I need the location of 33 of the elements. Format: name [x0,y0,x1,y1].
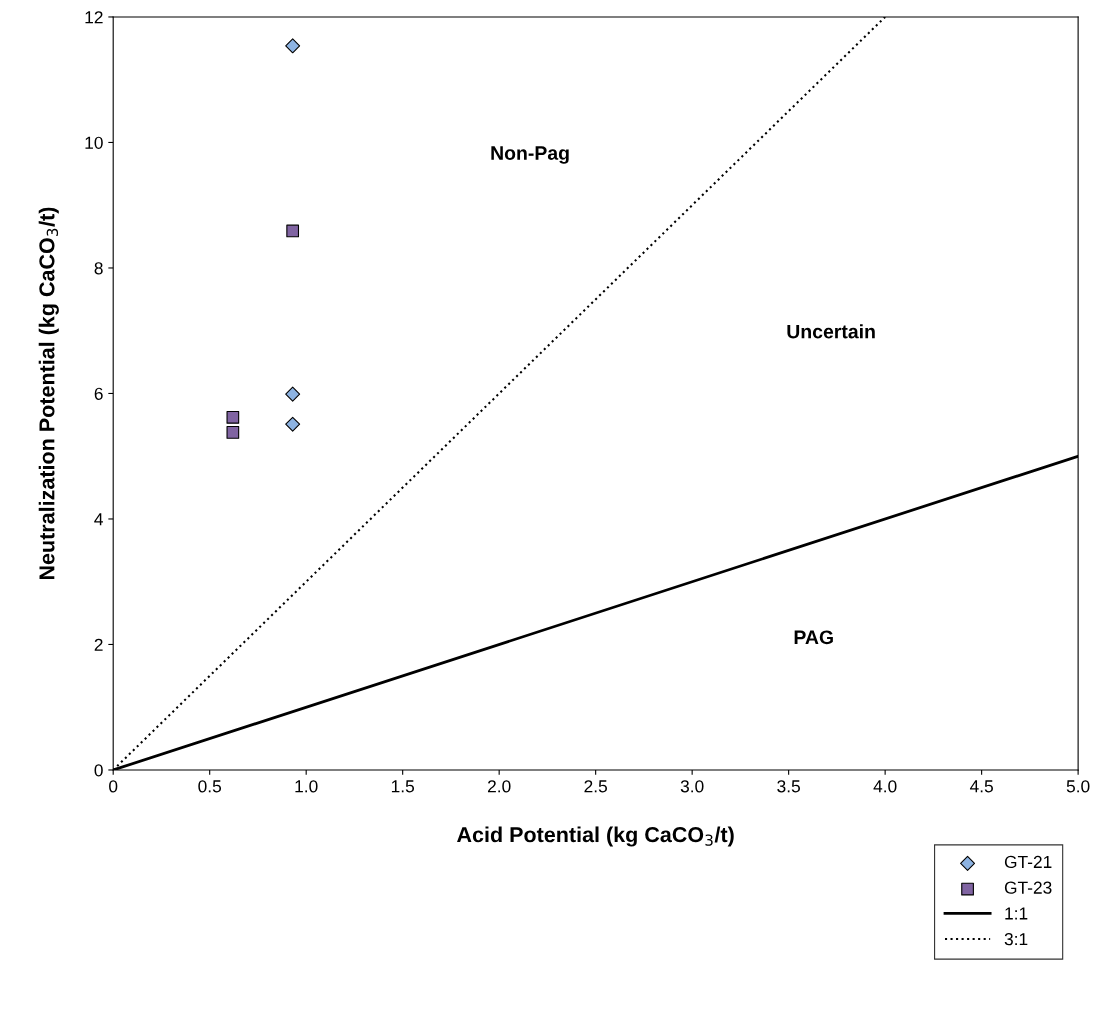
y-tick-label: 8 [94,262,103,275]
x-tick-label: 1.5 [391,780,415,793]
y-tick-label: 4 [94,513,103,526]
point [226,410,240,424]
legend-label: GT-21 [1004,855,1052,869]
x-tick-label: 1.0 [295,780,318,793]
x-tick-label: 5.0 [1066,780,1090,793]
x-tick-label: 0.5 [198,780,222,793]
x-tick-label: 4.5 [969,780,993,793]
x-tick-label: 2.5 [584,780,607,793]
y-tick-label: 6 [94,387,103,400]
y-tick-label: 0 [94,764,103,777]
y-tick-label: 2 [94,638,103,651]
y-tick-label: 10 [85,136,103,149]
y-tick-label: 12 [85,11,103,24]
annotation: Uncertain [787,324,875,339]
annotation: PAG [794,630,833,645]
point [286,224,300,238]
point [285,38,301,54]
point [226,426,240,439]
legend-label: GT-23 [1004,881,1052,894]
x-tick-label: 3.5 [777,780,800,793]
x-axis-title: Acid Potential (kg CaCO$_{3}$/t) [457,826,734,847]
point [285,416,301,432]
x-tick-label: 2.0 [487,780,511,793]
legend-label: 3:1 [1004,932,1028,946]
legend-label: 1:1 [1005,907,1028,920]
annotation: Non-Pag [491,146,569,164]
x-tick-label: 4.0 [873,780,897,793]
y-axis-title: Neutralization Potential (kg CaCO$_{3}$/t) [38,207,59,580]
x-tick-label: 0 [109,780,118,793]
x-tick-label: 3.0 [680,780,704,793]
point [285,386,301,402]
